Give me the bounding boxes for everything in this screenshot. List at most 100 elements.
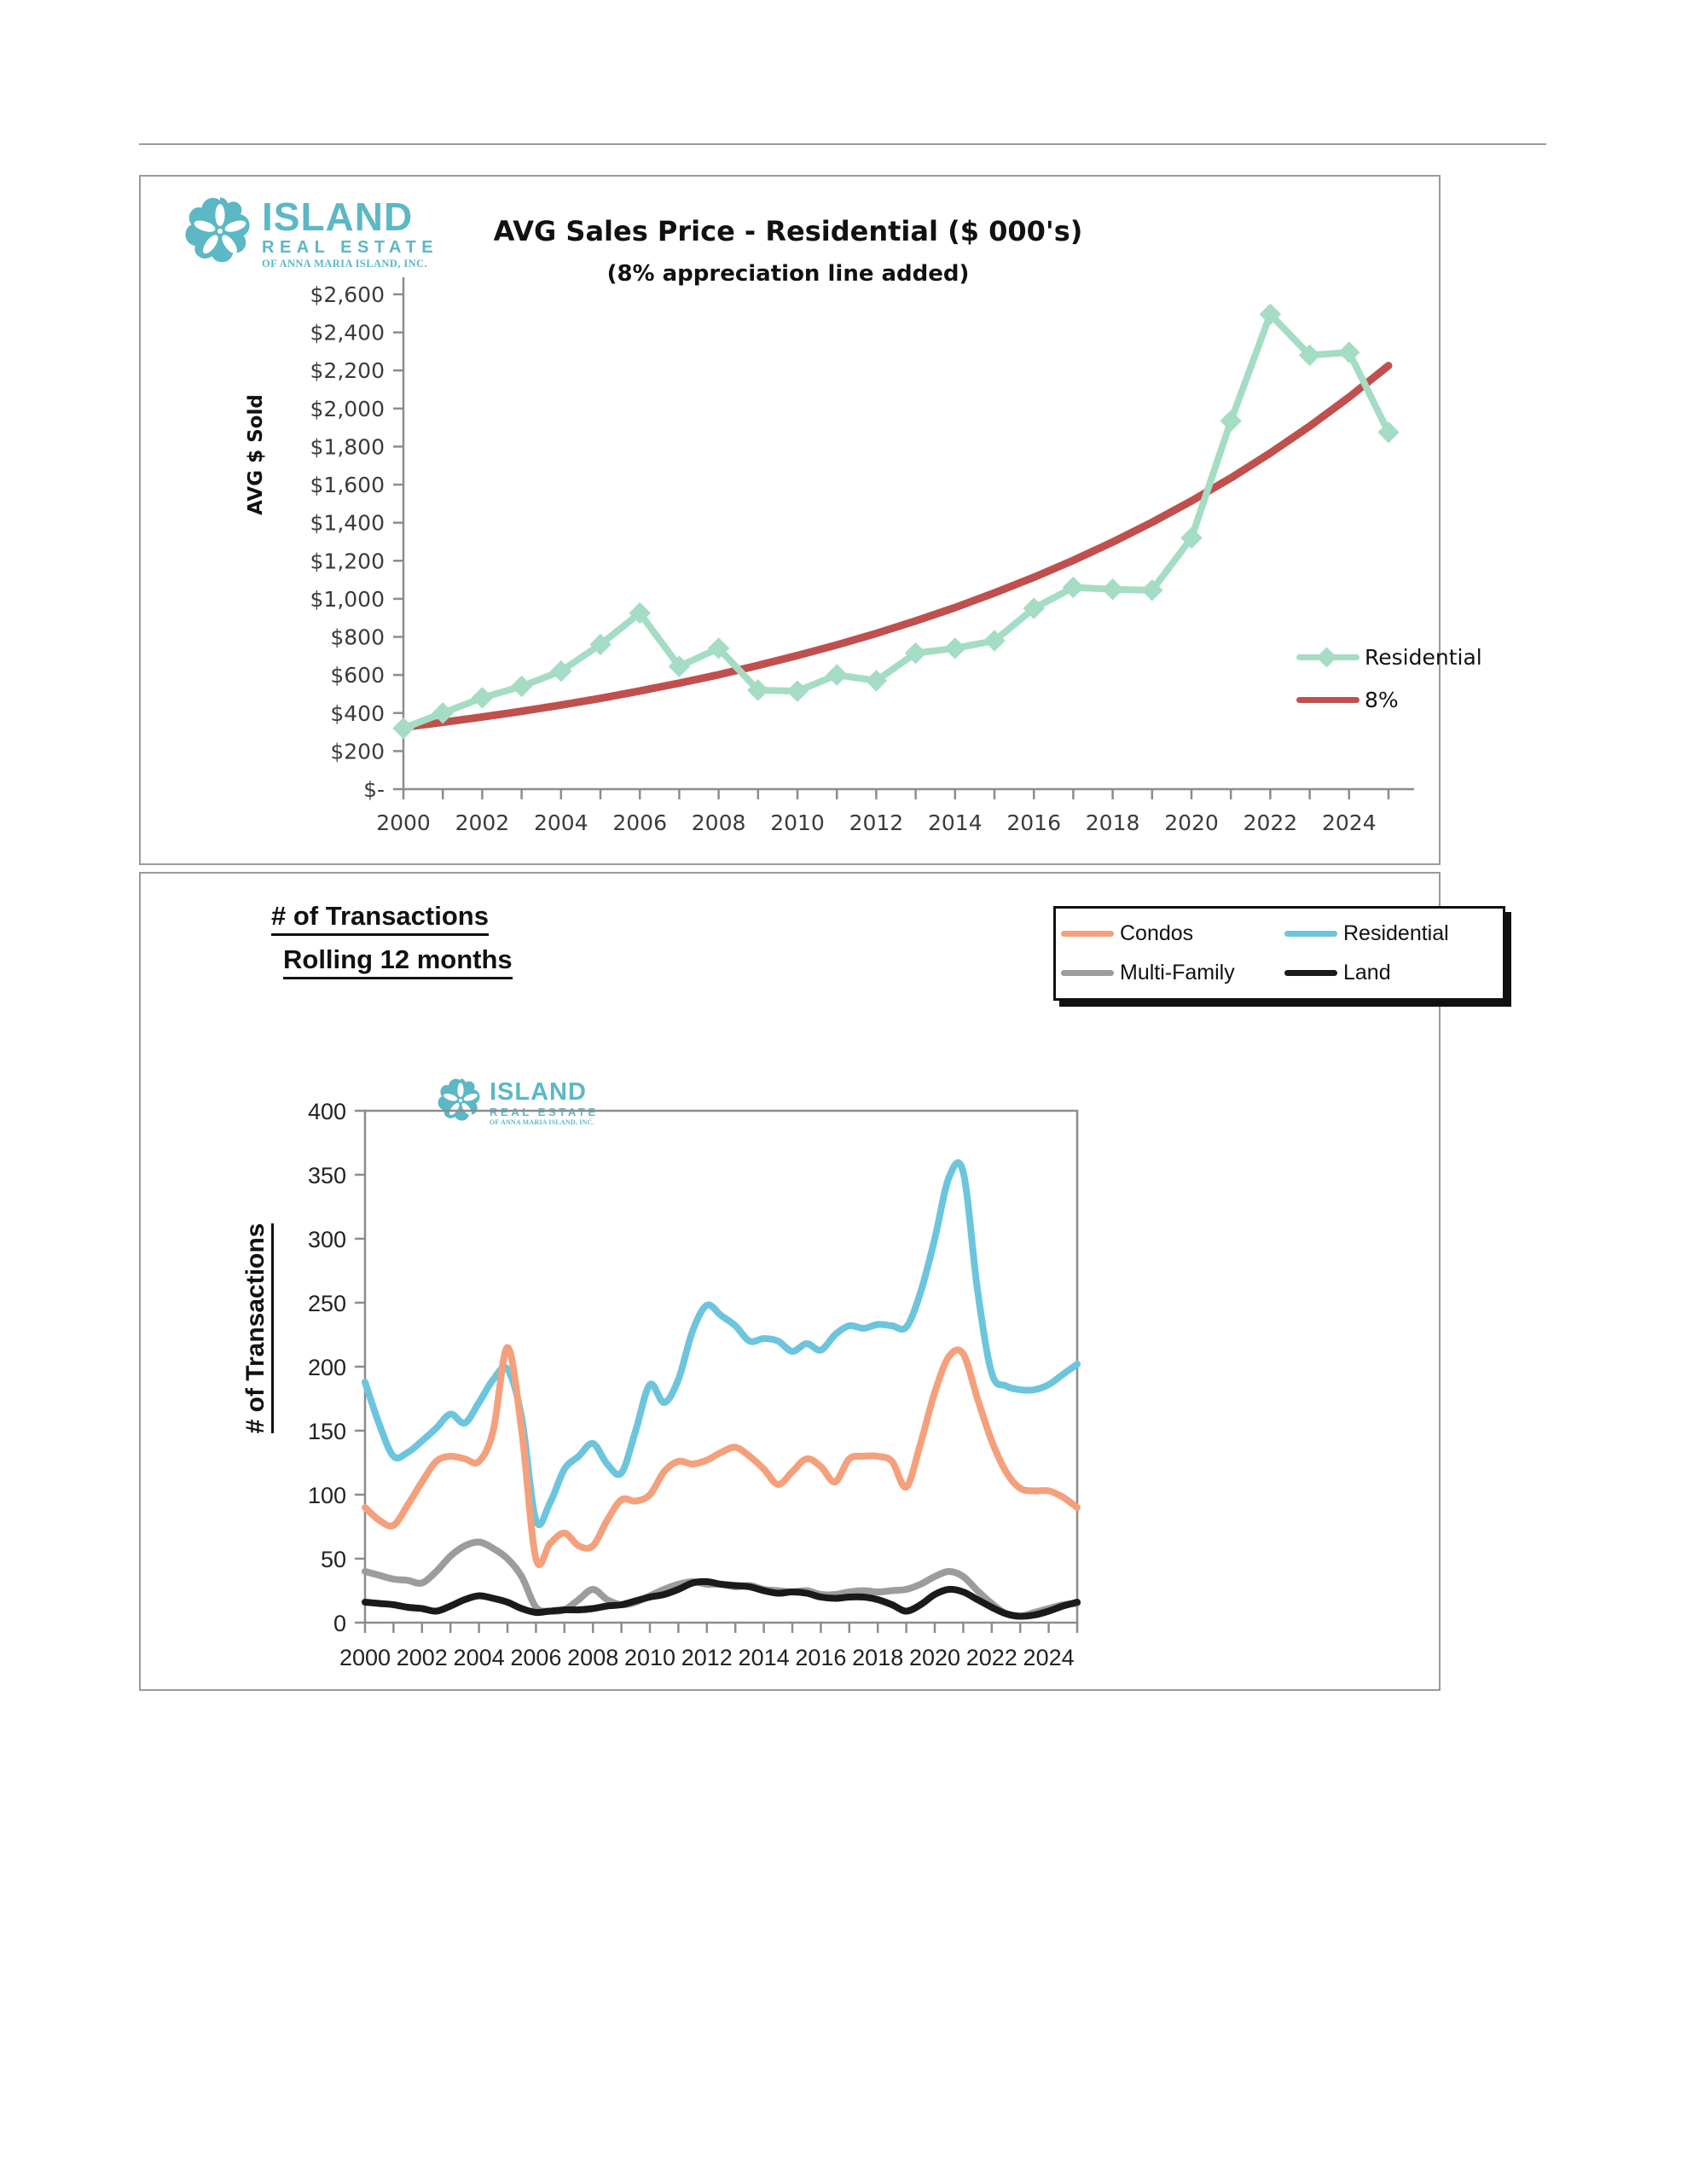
residential-price-line xyxy=(400,311,1392,732)
residential-data-point xyxy=(707,637,730,659)
residential-data-point xyxy=(786,680,809,702)
transactions-y-tick-label: 250 xyxy=(308,1291,346,1316)
price-chart-legend: Residential 8% xyxy=(1296,636,1482,721)
transactions-x-tick-label: 2000 xyxy=(339,1645,391,1670)
transactions-y-tick-label: 50 xyxy=(321,1547,346,1572)
price-x-tick-label: 2012 xyxy=(849,810,904,835)
island-real-estate-logo: ISLAND REAL ESTATE OF ANNA MARIA ISLAND,… xyxy=(183,195,438,272)
price-x-tick-label: 2016 xyxy=(1006,810,1061,835)
condos-series-icon xyxy=(1061,931,1114,937)
residential-transactions-line xyxy=(362,1159,1081,1529)
legend-label: Residential xyxy=(1343,921,1449,945)
multi-family-transactions-line xyxy=(362,1538,1081,1620)
residential-series-icon xyxy=(1296,647,1359,668)
legend-item-8pct[interactable]: 8% xyxy=(1296,678,1482,721)
residential-data-point xyxy=(1220,410,1242,433)
transactions-panel xyxy=(139,872,1441,1691)
price-y-tick-label: $1,600 xyxy=(310,473,385,497)
appreciation-8pct-line xyxy=(399,362,1393,731)
residential-data-point xyxy=(1377,421,1400,444)
legend-item-condos[interactable]: Condos xyxy=(1056,915,1279,954)
legend-item-residential[interactable]: Residential xyxy=(1279,915,1503,954)
price-x-tick-label: 2000 xyxy=(376,810,431,835)
transactions-x-tick-label: 2014 xyxy=(739,1645,790,1670)
land-series-icon xyxy=(1284,970,1337,976)
transactions-x-tick-label: 2020 xyxy=(909,1645,960,1670)
price-chart-subtitle: (8% appreciation line added) xyxy=(606,261,970,287)
transactions-chart: 0 50 100 150 200 250 300 350 400 2000 2002 2004 2006… xyxy=(308,1099,1081,1670)
price-y-tick-label: $400 xyxy=(330,701,385,726)
transactions-x-tick-label: 2006 xyxy=(510,1645,561,1670)
transactions-y-tick-label: 350 xyxy=(308,1163,346,1188)
residential-data-point xyxy=(944,637,966,659)
header-divider xyxy=(139,143,1546,145)
legend-label: Condos xyxy=(1120,921,1194,945)
transactions-y-tick-label: 150 xyxy=(308,1419,346,1444)
logo-line-1: ISLAND xyxy=(262,195,414,240)
price-y-tick-label: $200 xyxy=(330,739,385,764)
residential-data-point xyxy=(826,664,848,686)
residential-data-point xyxy=(589,633,612,656)
residential-data-point xyxy=(392,717,415,740)
logo-line-3: OF ANNA MARIA ISLAND, INC. xyxy=(262,258,427,270)
price-y-tick-label: $1,000 xyxy=(310,587,385,612)
legend-label: Residential xyxy=(1365,644,1482,670)
transactions-chart-title: # of Transactions Rolling 12 months xyxy=(271,901,513,979)
price-y-tick-label: $800 xyxy=(330,625,385,650)
legend-item-land[interactable]: Land xyxy=(1279,954,1503,993)
transactions-x-tick-label: 2002 xyxy=(397,1645,448,1670)
legend-label: Land xyxy=(1343,961,1391,985)
price-x-tick-label: 2024 xyxy=(1322,810,1377,835)
transactions-x-tick-label: 2018 xyxy=(852,1645,903,1670)
residential-data-point xyxy=(550,659,572,682)
residential-data-point xyxy=(471,687,494,709)
price-y-tick-label: $1,200 xyxy=(310,549,385,573)
legend-label: 8% xyxy=(1365,687,1399,712)
price-x-tick-label: 2010 xyxy=(770,810,825,835)
price-y-tick-label: $- xyxy=(363,777,385,802)
transactions-x-tick-label: 2004 xyxy=(454,1645,505,1670)
avg-sales-price-panel xyxy=(139,175,1441,865)
transactions-y-tick-label: 200 xyxy=(308,1355,346,1380)
transactions-x-tick-label: 2022 xyxy=(966,1645,1017,1670)
price-x-tick-label: 2006 xyxy=(612,810,667,835)
price-x-tick-label: 2002 xyxy=(455,810,510,835)
residential-data-point xyxy=(432,702,454,724)
transactions-x-tick-label: 2008 xyxy=(567,1645,618,1670)
residential-data-point xyxy=(1338,341,1360,363)
transactions-y-tick-label: 400 xyxy=(308,1099,346,1124)
price-x-tick-label: 2022 xyxy=(1244,810,1298,835)
price-chart-title: AVG Sales Price - Residential ($ 000's) xyxy=(493,215,1083,247)
title-line-2: Rolling 12 months xyxy=(283,944,513,979)
price-x-tick-label: 2008 xyxy=(692,810,746,835)
multi-family-series-icon xyxy=(1061,970,1114,976)
legend-item-residential[interactable]: Residential xyxy=(1296,636,1482,678)
residential-data-point xyxy=(1101,578,1124,601)
transactions-x-tick-label: 2010 xyxy=(624,1645,675,1670)
legend-item-multi-family[interactable]: Multi-Family xyxy=(1056,954,1279,993)
avg-sales-price-chart: $- $200 $400 $600 $800 $1,000 $1,200 $1,400 $1,6… xyxy=(310,277,1414,835)
title-line-1: # of Transactions xyxy=(271,901,489,936)
residential-data-point xyxy=(510,675,533,698)
appreciation-series-icon xyxy=(1296,690,1359,709)
sand-dollar-icon xyxy=(183,195,257,272)
transactions-x-tick-label: 2012 xyxy=(681,1645,733,1670)
transactions-x-tick-label: 2016 xyxy=(795,1645,846,1670)
price-y-tick-label: $2,000 xyxy=(310,397,385,421)
transactions-y-tick-label: 0 xyxy=(333,1611,346,1636)
price-y-tick-label: $2,200 xyxy=(310,358,385,383)
price-x-tick-label: 2004 xyxy=(534,810,588,835)
transactions-y-tick-label: 100 xyxy=(308,1483,346,1508)
logo-line-3: OF ANNA MARIA ISLAND, INC. xyxy=(490,1118,594,1126)
condos-transactions-line xyxy=(362,1344,1081,1569)
residential-data-point xyxy=(747,679,769,701)
price-x-tick-label: 2014 xyxy=(928,810,983,835)
price-y-tick-label: $2,400 xyxy=(310,321,385,346)
logo-line-1: ISLAND xyxy=(490,1077,587,1106)
price-y-tick-label: $2,600 xyxy=(310,282,385,307)
land-transactions-line xyxy=(362,1577,1081,1620)
price-y-tick-label: $600 xyxy=(330,663,385,688)
residential-series-icon xyxy=(1284,931,1337,937)
logo-line-2: REAL ESTATE xyxy=(262,238,439,258)
